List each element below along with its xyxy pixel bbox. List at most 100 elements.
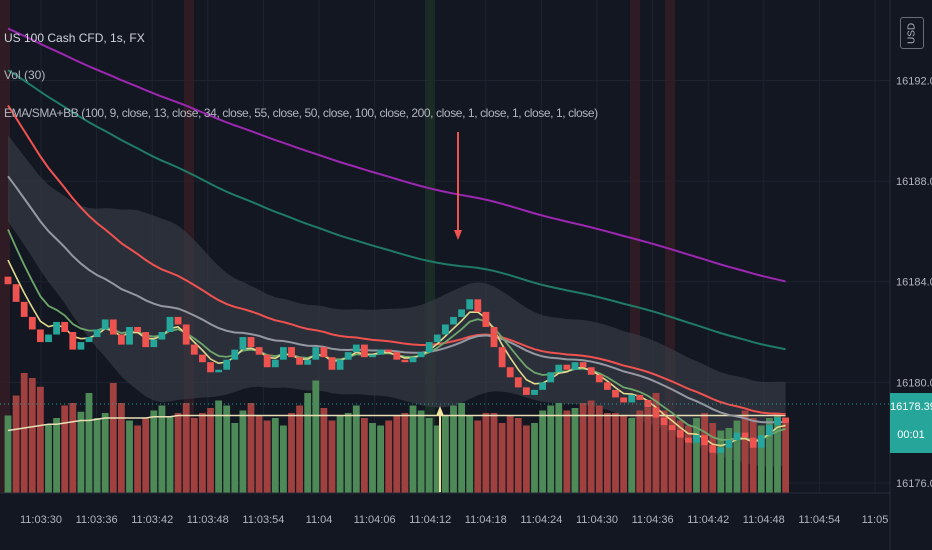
candle <box>539 382 546 390</box>
volume-bar <box>352 405 360 493</box>
ema-legend[interactable]: EMA/SMA+BB (100, 9, close, 13, close, 34… <box>4 106 598 120</box>
volume-bar <box>20 373 28 493</box>
highlight-column <box>630 0 640 493</box>
volume-bar <box>215 400 222 493</box>
volume-bar <box>344 413 352 493</box>
candle <box>118 334 125 345</box>
candle <box>401 359 409 363</box>
candle <box>709 445 717 453</box>
candle <box>45 334 52 343</box>
candle <box>320 347 328 358</box>
candle <box>652 407 660 418</box>
candle <box>458 309 465 317</box>
time-tick-label: 11:04:54 <box>798 514 840 526</box>
candle <box>409 357 417 363</box>
volume-bar <box>255 415 263 493</box>
volume-bar <box>490 413 498 493</box>
candle <box>685 437 692 443</box>
time-tick-label: 11:05 <box>862 514 889 526</box>
candle <box>53 321 60 335</box>
volume-bar <box>239 410 247 493</box>
highlight-column <box>0 0 10 493</box>
volume-bar <box>207 408 214 493</box>
volume-bar <box>263 420 271 493</box>
candle <box>442 324 449 335</box>
volume-bar <box>223 405 231 493</box>
candle <box>28 316 36 330</box>
candle <box>450 316 457 325</box>
candle <box>215 369 222 373</box>
volume-bar <box>579 403 587 493</box>
volume-bar <box>304 393 312 493</box>
volume-bar <box>774 413 781 493</box>
volume-bar <box>587 400 595 493</box>
candle <box>207 362 214 373</box>
volume-bar <box>433 425 441 493</box>
candle <box>271 359 279 368</box>
time-axis[interactable]: 11:03:30 11:03:36 11:03:42 11:03:48 11:03:54… <box>20 514 888 526</box>
volume-bar <box>12 395 20 493</box>
volume-bar <box>660 410 668 493</box>
price-axis[interactable]: 16192.00 16188.00 16184.00 16180.00 16176.00 <box>896 75 932 489</box>
volume-bar <box>571 408 579 493</box>
candle <box>4 276 12 285</box>
volume-bar <box>425 418 433 493</box>
price-tick-label: 16180.00 <box>896 377 932 389</box>
volume-bar <box>336 415 344 493</box>
candle <box>77 342 85 350</box>
volume-bar <box>555 403 563 493</box>
bollinger-bands <box>8 135 786 467</box>
candle <box>595 374 603 383</box>
volume-bar <box>369 423 376 493</box>
volume-legend[interactable]: Vol (30) <box>4 68 46 82</box>
time-tick-label: 11:04:42 <box>687 514 729 526</box>
volume-bar <box>247 403 255 493</box>
volume-bar <box>385 420 393 493</box>
candle <box>563 364 571 370</box>
candle <box>247 337 255 348</box>
volume-bar <box>636 410 644 493</box>
volume-bar <box>620 415 627 493</box>
time-tick-label: 11:04:48 <box>743 514 785 526</box>
candle <box>190 344 198 355</box>
candle <box>733 432 741 441</box>
last-price-value: 16178.39 <box>890 401 932 413</box>
volume-bar <box>142 418 150 493</box>
volume-bar <box>450 405 457 493</box>
volume-bar <box>693 418 700 493</box>
candle <box>757 435 765 448</box>
volume-bar <box>668 415 676 493</box>
volume-bar <box>474 420 482 493</box>
currency-button[interactable]: USD <box>900 17 924 49</box>
volume-bar <box>644 408 652 493</box>
candle <box>12 284 20 302</box>
candle <box>61 321 69 333</box>
candle <box>93 329 101 338</box>
volume-bar <box>377 425 384 493</box>
candle <box>547 372 555 383</box>
symbol-legend[interactable]: US 100 Cash CFD, 1s, FX <box>4 31 145 45</box>
volume-bar <box>182 403 190 493</box>
candle <box>417 352 425 358</box>
price-tick-label: 16188.00 <box>896 176 932 188</box>
volume-bar <box>93 418 101 493</box>
candle <box>304 359 312 365</box>
candle <box>126 326 133 345</box>
candle <box>158 332 166 340</box>
volume-bar <box>401 413 409 493</box>
candle <box>774 417 781 426</box>
price-tick-label: 16176.00 <box>896 478 932 490</box>
volume-bar <box>126 420 133 493</box>
volume-bar <box>288 413 295 493</box>
candle <box>369 354 376 358</box>
volume-bar <box>563 410 571 493</box>
time-tick-label: 11:03:48 <box>187 514 229 526</box>
candle <box>377 349 384 355</box>
volume-bar <box>409 405 417 493</box>
ema-34-line <box>7 175 786 424</box>
volume-bar <box>652 393 660 493</box>
time-tick-label: 11:03:30 <box>20 514 62 526</box>
candle <box>328 357 336 370</box>
ema-50-line <box>7 104 786 416</box>
